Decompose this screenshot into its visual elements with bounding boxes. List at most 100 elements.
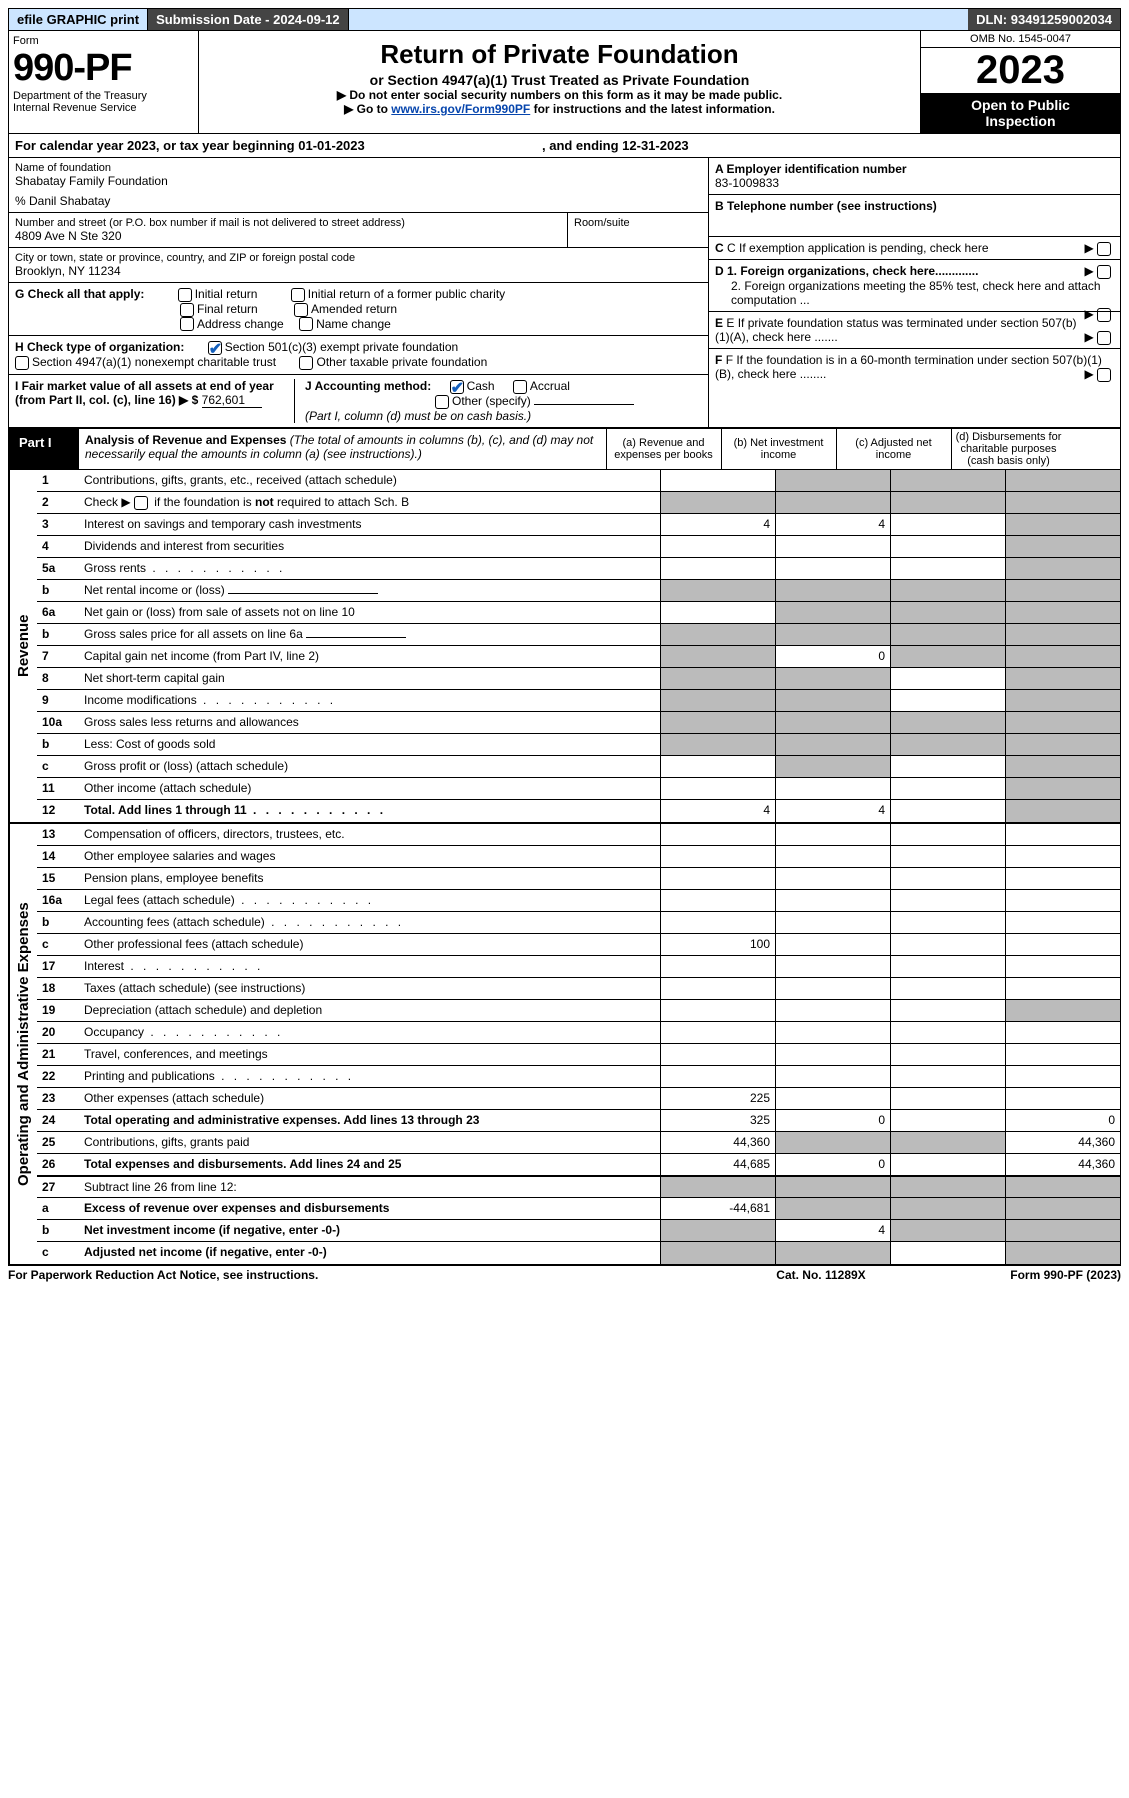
- checkbox-sch-b[interactable]: [134, 496, 148, 510]
- line-21: 21Travel, conferences, and meetings: [37, 1044, 1120, 1066]
- name-label: Name of foundation: [15, 162, 702, 174]
- line-14: 14Other employee salaries and wages: [37, 846, 1120, 868]
- year-col: OMB No. 1545-0047 2023 Open to Public In…: [920, 31, 1120, 133]
- checkbox-C[interactable]: [1097, 242, 1111, 256]
- checkbox-initial-former[interactable]: [291, 288, 305, 302]
- checkbox-accrual[interactable]: [513, 380, 527, 394]
- line-17: 17Interest: [37, 956, 1120, 978]
- checkbox-other-method[interactable]: [435, 395, 449, 409]
- line-18: 18Taxes (attach schedule) (see instructi…: [37, 978, 1120, 1000]
- line-16a: 16aLegal fees (attach schedule): [37, 890, 1120, 912]
- line-6a: 6aNet gain or (loss) from sale of assets…: [37, 602, 1120, 624]
- line-16c: cOther professional fees (attach schedul…: [37, 934, 1120, 956]
- checkbox-D1[interactable]: [1097, 265, 1111, 279]
- form-number-col: Form 990-PF Department of the Treasury I…: [9, 31, 199, 133]
- line-26: 26Total expenses and disbursements. Add …: [37, 1154, 1120, 1176]
- revenue-side-label: Revenue: [9, 470, 37, 822]
- line-13: 13Compensation of officers, directors, t…: [37, 824, 1120, 846]
- ein-value: 83-1009833: [715, 176, 779, 190]
- submission-date: Submission Date - 2024-09-12: [148, 9, 349, 30]
- line-27c: cAdjusted net income (if negative, enter…: [37, 1242, 1120, 1264]
- line-10c: cGross profit or (loss) (attach schedule…: [37, 756, 1120, 778]
- checkbox-4947a1[interactable]: [15, 356, 29, 370]
- line-1: 1 Contributions, gifts, grants, etc., re…: [37, 470, 1120, 492]
- line-7: 7Capital gain net income (from Part IV, …: [37, 646, 1120, 668]
- line-23: 23Other expenses (attach schedule)225: [37, 1088, 1120, 1110]
- checkbox-E[interactable]: [1097, 331, 1111, 345]
- paperwork-notice: For Paperwork Reduction Act Notice, see …: [8, 1268, 721, 1282]
- line-11: 11Other income (attach schedule): [37, 778, 1120, 800]
- tax-year: 2023: [921, 48, 1120, 93]
- form-number: 990-PF: [13, 47, 194, 90]
- form-title-col: Return of Private Foundation or Section …: [199, 31, 920, 133]
- tel-label: B Telephone number (see instructions): [715, 199, 937, 213]
- line-12: 12Total. Add lines 1 through 11 44: [37, 800, 1120, 822]
- ein-label: A Employer identification number: [715, 162, 907, 176]
- line-27a: aExcess of revenue over expenses and dis…: [37, 1198, 1120, 1220]
- line-10b: bLess: Cost of goods sold: [37, 734, 1120, 756]
- line-20: 20Occupancy: [37, 1022, 1120, 1044]
- checkbox-initial-return[interactable]: [178, 288, 192, 302]
- open-to-public: Open to Public Inspection: [921, 93, 1120, 133]
- line-9: 9Income modifications: [37, 690, 1120, 712]
- form-title: Return of Private Foundation: [205, 39, 914, 70]
- fair-market-value: 762,601: [202, 393, 262, 408]
- calendar-year-row: For calendar year 2023, or tax year begi…: [8, 134, 1121, 158]
- line-24: 24Total operating and administrative exp…: [37, 1110, 1120, 1132]
- section-IJ: I Fair market value of all assets at end…: [9, 375, 708, 427]
- irs-link[interactable]: www.irs.gov/Form990PF: [391, 102, 530, 116]
- checkbox-final-return[interactable]: [180, 303, 194, 317]
- line-3: 3Interest on savings and temporary cash …: [37, 514, 1120, 536]
- section-D: D 1. Foreign organizations, check here..…: [709, 260, 1120, 312]
- section-G: G Check all that apply: Initial return I…: [9, 283, 708, 336]
- care-of: % Danil Shabatay: [15, 194, 702, 208]
- section-F: F F If the foundation is in a 60-month t…: [709, 349, 1120, 385]
- foundation-info: Name of foundation Shabatay Family Found…: [8, 158, 1121, 427]
- cat-number: Cat. No. 11289X: [721, 1268, 921, 1282]
- line-2: 2 Check ▶ if the foundation is not requi…: [37, 492, 1120, 514]
- section-H: H Check type of organization: Section 50…: [9, 336, 708, 375]
- city-state-zip: Brooklyn, NY 11234: [15, 264, 702, 278]
- line-4: 4Dividends and interest from securities: [37, 536, 1120, 558]
- section-E: E E If private foundation status was ter…: [709, 312, 1120, 349]
- efile-label: efile GRAPHIC print: [9, 9, 148, 30]
- line-10a: 10aGross sales less returns and allowanc…: [37, 712, 1120, 734]
- line-27: 27Subtract line 26 from line 12:: [37, 1176, 1120, 1198]
- checkbox-D2[interactable]: [1097, 308, 1111, 322]
- line-19: 19Depreciation (attach schedule) and dep…: [37, 1000, 1120, 1022]
- part1-header: Part I Analysis of Revenue and Expenses …: [8, 427, 1121, 470]
- column-headers: (a) Revenue and expenses per books (b) N…: [606, 429, 1121, 469]
- dln: DLN: 93491259002034: [968, 9, 1120, 30]
- form-header: Form 990-PF Department of the Treasury I…: [8, 31, 1121, 134]
- line-5b: bNet rental income or (loss): [37, 580, 1120, 602]
- checkbox-cash[interactable]: [450, 380, 464, 394]
- line-27b: bNet investment income (if negative, ent…: [37, 1220, 1120, 1242]
- omb-number: OMB No. 1545-0047: [921, 31, 1120, 48]
- efile-top-bar: efile GRAPHIC print Submission Date - 20…: [8, 8, 1121, 31]
- line-15: 15Pension plans, employee benefits: [37, 868, 1120, 890]
- col-b-header: (b) Net investment income: [721, 429, 836, 469]
- checkbox-address-change[interactable]: [180, 317, 194, 331]
- expenses-section: Operating and Administrative Expenses 13…: [8, 824, 1121, 1266]
- line-16b: bAccounting fees (attach schedule): [37, 912, 1120, 934]
- line-5a: 5aGross rents: [37, 558, 1120, 580]
- col-c-header: (c) Adjusted net income: [836, 429, 951, 469]
- section-C: C C If exemption application is pending,…: [709, 237, 1120, 260]
- part-label: Part I: [9, 429, 79, 469]
- expenses-side-label: Operating and Administrative Expenses: [9, 824, 37, 1264]
- checkbox-F[interactable]: [1097, 368, 1111, 382]
- form-footer: For Paperwork Reduction Act Notice, see …: [8, 1266, 1121, 1284]
- col-d-header: (d) Disbursements for charitable purpose…: [951, 429, 1066, 469]
- street-address: 4809 Ave N Ste 320: [15, 229, 561, 243]
- foundation-name: Shabatay Family Foundation: [15, 174, 702, 188]
- line-22: 22Printing and publications: [37, 1066, 1120, 1088]
- checkbox-other-taxable[interactable]: [299, 356, 313, 370]
- revenue-section: Revenue 1 Contributions, gifts, grants, …: [8, 470, 1121, 824]
- col-a-header: (a) Revenue and expenses per books: [606, 429, 721, 469]
- checkbox-name-change[interactable]: [299, 317, 313, 331]
- checkbox-amended-return[interactable]: [294, 303, 308, 317]
- line-8: 8Net short-term capital gain: [37, 668, 1120, 690]
- line-25: 25Contributions, gifts, grants paid44,36…: [37, 1132, 1120, 1154]
- line-6b: bGross sales price for all assets on lin…: [37, 624, 1120, 646]
- checkbox-501c3[interactable]: [208, 341, 222, 355]
